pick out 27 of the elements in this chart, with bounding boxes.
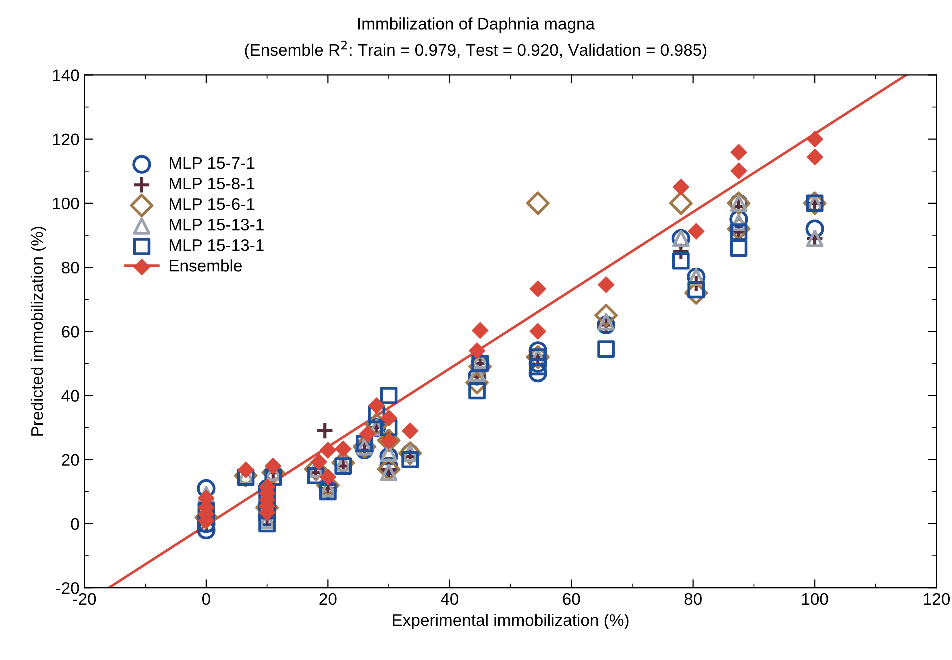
y-tick-label: -20 [56,582,80,594]
y-tick-label: 80 [62,262,80,274]
chart-subtitle: (Ensemble R$^{2}$: Train = 0.979, Test = 0.920, Validation = 0.985) [245,40,707,60]
x-tick-label: 0 [202,593,210,606]
x-tick-label: 40 [441,593,459,606]
y-tick-label: 140 [53,70,80,82]
x-tick-label: 120 [924,593,950,606]
y-tick-label: 0 [71,518,80,530]
legend-label: MLP 15-13-1 [170,218,264,231]
legend-label: Ensemble [170,260,242,272]
legend-label: MLP 15-6-1 [170,198,255,210]
y-tick-label: 60 [62,326,80,338]
legend-label: MLP 15-7-1 [170,158,255,170]
legend-label: MLP 15-8-1 [170,178,255,190]
y-tick-label: 100 [53,198,80,210]
x-tick-label: 100 [802,593,828,606]
x-tick-label: 80 [684,593,702,606]
y-axis-title: Predicted immobilization (%) [30,227,46,436]
x-axis-title: Experimental immobilization (%) [393,614,629,630]
x-tick-label: 20 [320,593,337,606]
x-tick-label: 60 [563,593,580,606]
y-tick-label: 20 [62,454,80,466]
chart-title: Immbilization of Daphnia magna [358,18,596,34]
legend-label: MLP 15-13-1 [170,239,264,252]
x-tick-label: -20 [73,593,96,606]
y-tick-label: 40 [62,390,80,402]
y-tick-label: 120 [53,134,80,146]
